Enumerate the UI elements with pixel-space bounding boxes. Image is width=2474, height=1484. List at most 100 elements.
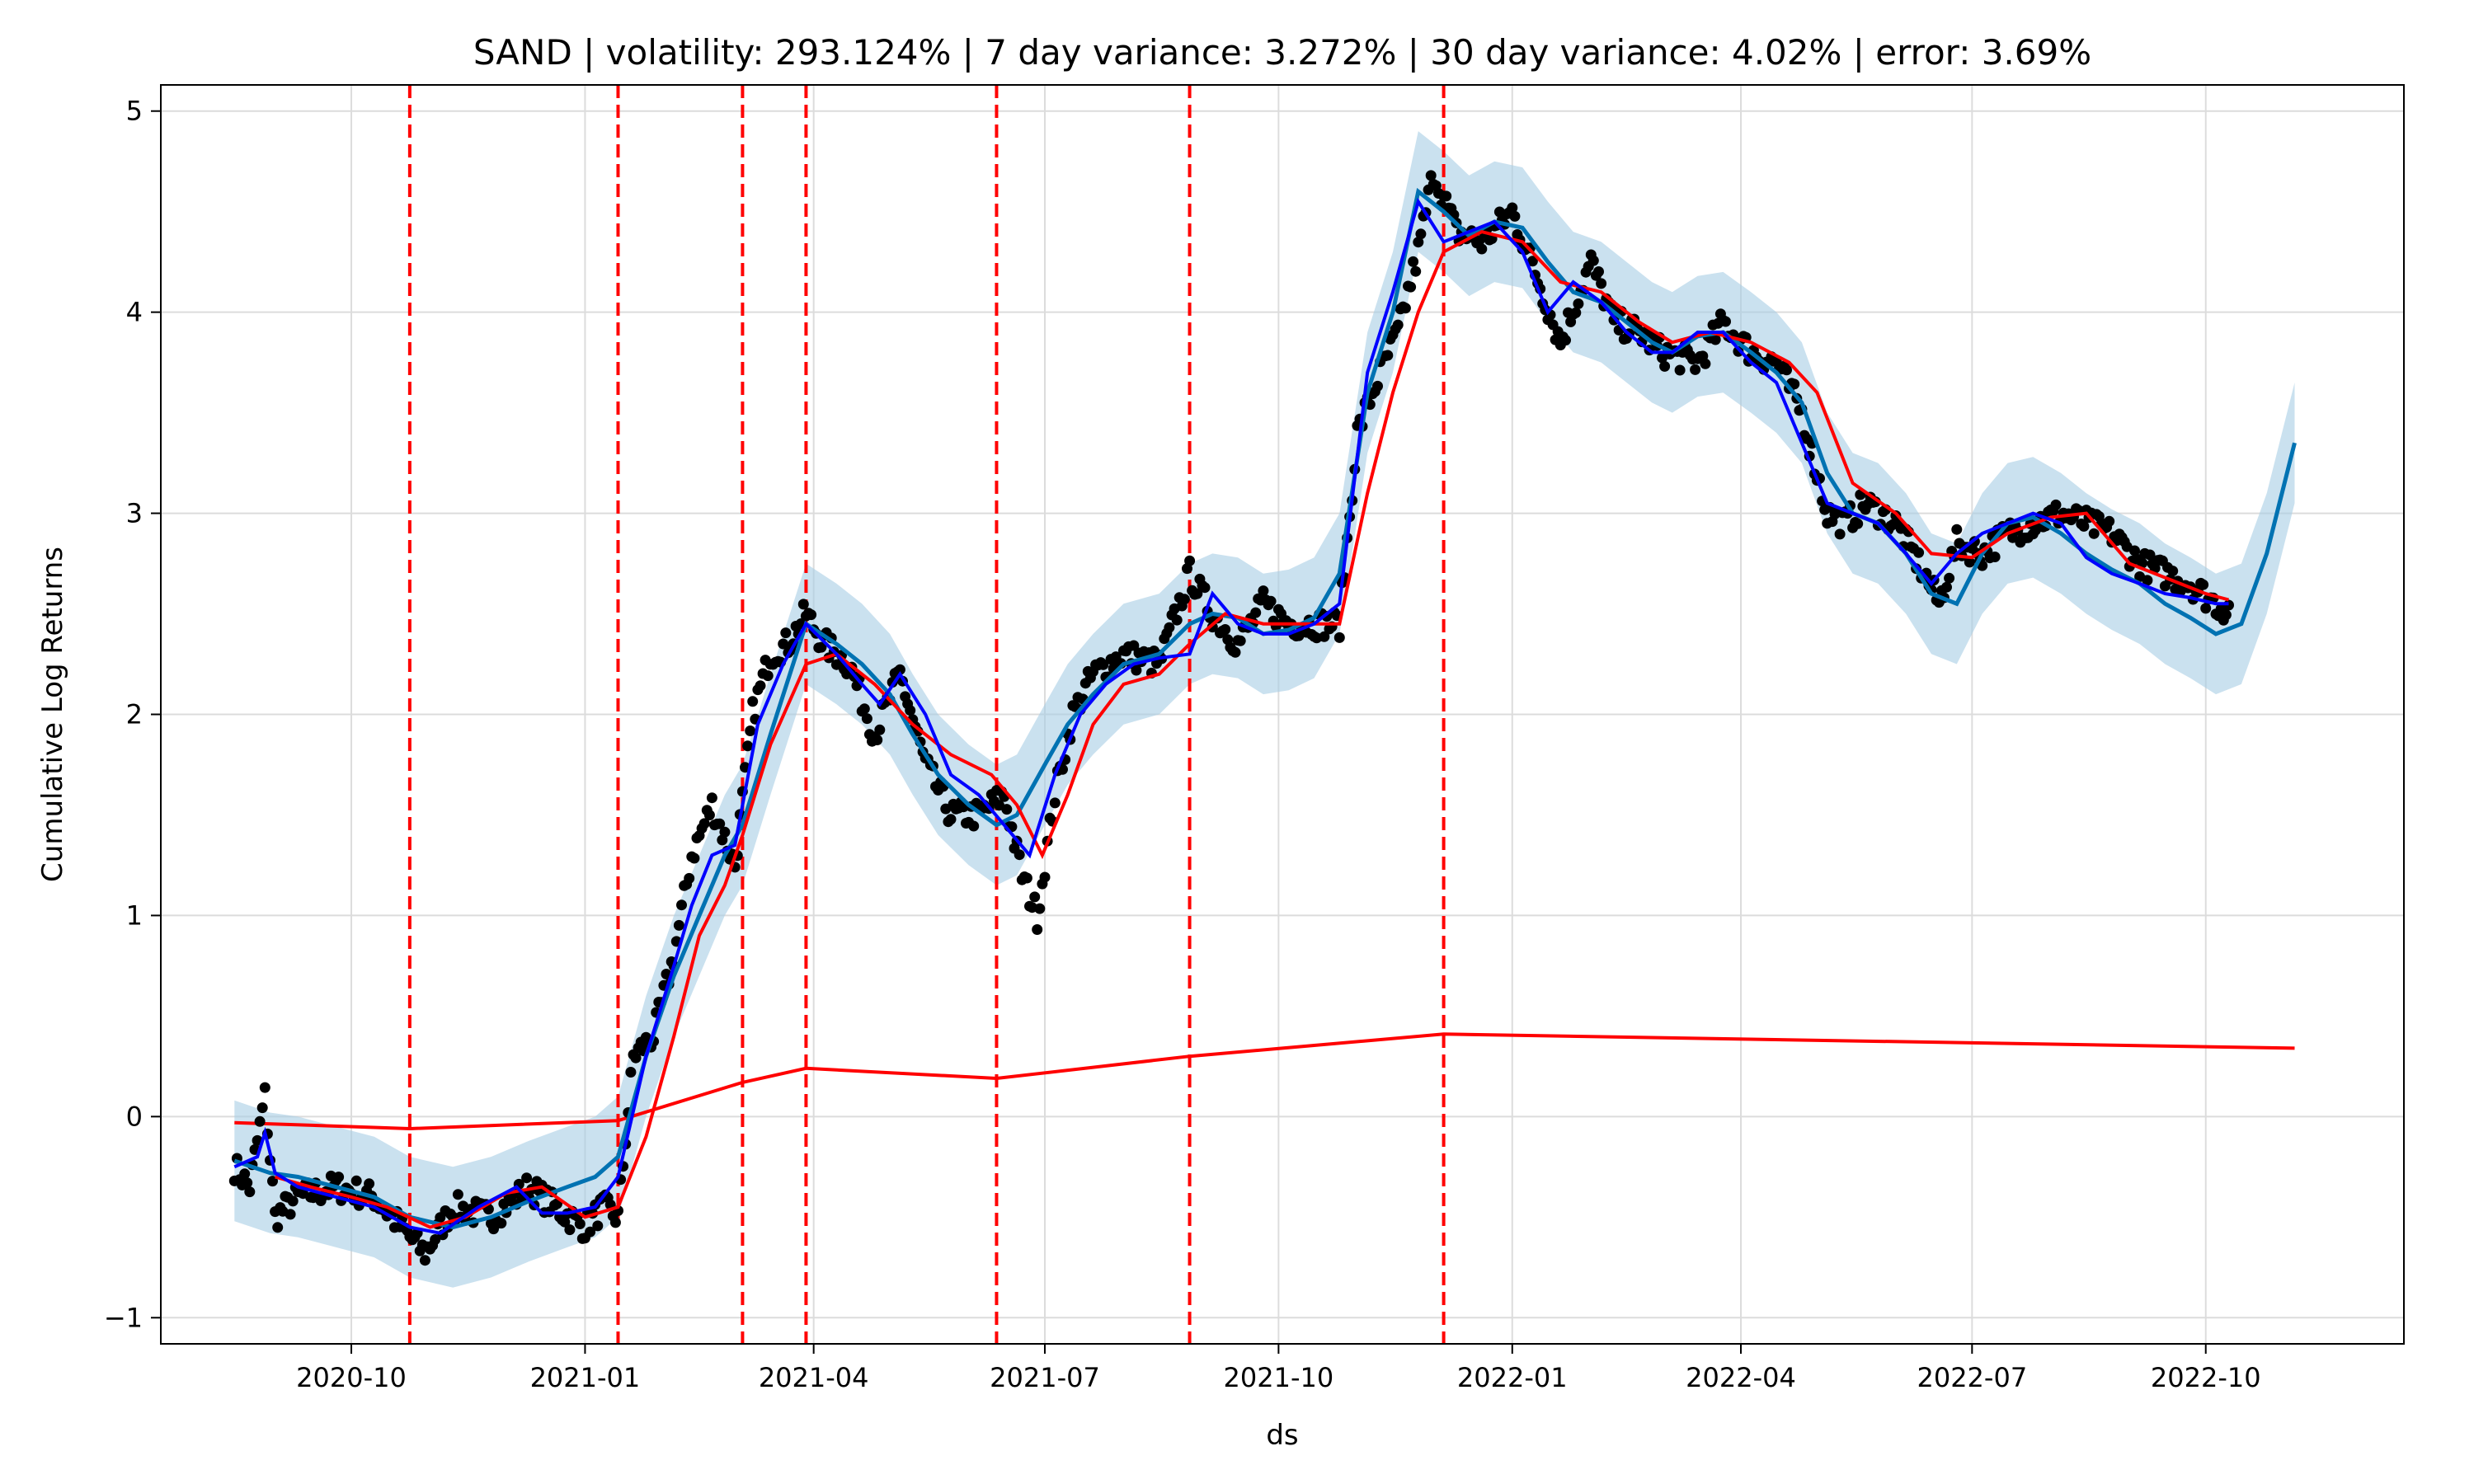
observed-point	[287, 1195, 299, 1207]
short-moving-average-line	[233, 197, 2229, 1235]
observed-point	[1593, 266, 1604, 277]
observed-point	[905, 705, 916, 716]
observed-point	[1098, 659, 1109, 670]
observed-point	[625, 1067, 637, 1078]
observed-point	[1674, 364, 1686, 376]
observed-point	[762, 670, 774, 682]
observed-point	[2129, 545, 2140, 556]
forecast-band	[234, 131, 2295, 1288]
observed-point	[585, 1226, 596, 1237]
observed-point	[1392, 319, 1404, 331]
observed-points	[228, 170, 2234, 1266]
observed-point	[1781, 364, 1792, 376]
observed-point	[1944, 572, 1955, 584]
x-tick-label: 2021-07	[990, 1362, 1100, 1393]
observed-point	[858, 703, 870, 715]
observed-point	[1989, 552, 2001, 562]
observed-point	[1476, 243, 1488, 255]
observed-point	[1164, 622, 1175, 633]
observed-point	[364, 1178, 375, 1190]
observed-point	[1690, 364, 1701, 375]
observed-point	[1178, 594, 1190, 605]
observed-point	[1720, 316, 1731, 327]
x-tick-label: 2022-01	[1457, 1362, 1568, 1393]
observed-point	[1039, 871, 1051, 883]
observed-point	[1032, 924, 1043, 935]
observed-point	[1941, 581, 1952, 593]
observed-point	[742, 740, 754, 752]
observed-point	[1441, 190, 1452, 202]
observed-point	[2078, 520, 2090, 532]
observed-point	[874, 724, 886, 735]
observed-point	[521, 1172, 533, 1184]
chart-title: SAND | volatility: 293.124% | 7 day vari…	[473, 32, 2091, 73]
observed-point	[1587, 255, 1599, 266]
observed-point	[1258, 585, 1269, 597]
fitted-lines	[233, 187, 2297, 1235]
observed-point	[1852, 518, 1864, 529]
observed-point	[1372, 380, 1383, 392]
trend-line	[234, 1032, 2295, 1131]
observed-point	[1570, 307, 1582, 318]
observed-point	[2220, 609, 2232, 621]
y-tick-label: 4	[126, 297, 143, 328]
observed-point	[673, 919, 684, 931]
observed-point	[1399, 303, 1411, 314]
observed-point	[1220, 624, 1231, 635]
observed-point	[1964, 556, 1975, 568]
observed-point	[1425, 170, 1437, 181]
observed-point	[816, 641, 827, 653]
observed-point	[714, 818, 726, 829]
observed-point	[1029, 891, 1041, 903]
observed-point	[609, 1217, 621, 1228]
observed-point	[1319, 631, 1330, 642]
observed-point	[945, 814, 957, 825]
observed-point	[1230, 646, 1241, 658]
observed-point	[780, 627, 792, 639]
observed-point	[797, 599, 809, 610]
observed-point	[333, 1172, 345, 1183]
x-tick-label: 2021-10	[1224, 1362, 1334, 1393]
observed-point	[872, 735, 883, 745]
observed-point	[1265, 595, 1277, 607]
y-axis-label: Cumulative Log Returns	[36, 547, 69, 882]
observed-point	[1415, 228, 1427, 240]
observed-point	[1913, 547, 1925, 558]
observed-point	[706, 792, 717, 804]
observed-point	[1192, 588, 1203, 599]
observed-point	[1171, 614, 1183, 626]
observed-point	[1001, 804, 1013, 815]
changepoint-lines	[407, 85, 1446, 1344]
observed-point	[2088, 528, 2100, 539]
observed-point	[564, 1224, 576, 1236]
observed-point	[1834, 528, 1846, 540]
observed-point	[1014, 849, 1025, 861]
observed-point	[2167, 566, 2179, 577]
observed-point	[1184, 555, 1196, 566]
observed-point	[1199, 582, 1211, 594]
observed-point	[894, 664, 905, 675]
observed-point	[2144, 549, 2156, 561]
observed-point	[968, 820, 980, 832]
observed-point	[1413, 237, 1424, 248]
y-tick-label: −1	[104, 1302, 143, 1333]
observed-point	[285, 1209, 296, 1220]
observed-point	[452, 1189, 463, 1200]
observed-point	[592, 1220, 604, 1232]
trend-series	[234, 1032, 2295, 1131]
observed-point	[861, 713, 872, 725]
observed-point	[1659, 360, 1671, 372]
observed-point	[350, 1175, 362, 1186]
long-moving-average-line	[275, 229, 2230, 1229]
observed-point	[1131, 665, 1142, 676]
observed-point	[559, 1216, 571, 1228]
y-tick-label: 3	[126, 498, 143, 529]
observed-point	[1250, 607, 1262, 618]
observed-point	[239, 1168, 251, 1180]
observed-point	[1382, 350, 1394, 361]
observed-point	[684, 872, 695, 884]
uncertainty-band	[234, 131, 2295, 1288]
observed-point	[2104, 515, 2115, 527]
observed-point	[703, 810, 715, 821]
observed-point	[719, 826, 731, 838]
